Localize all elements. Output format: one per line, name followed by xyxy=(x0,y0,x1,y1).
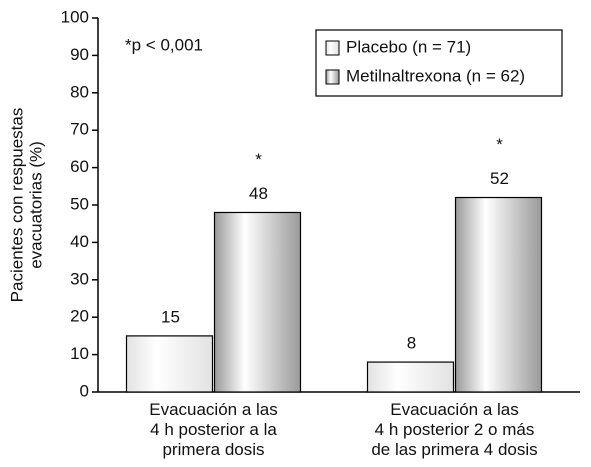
bar xyxy=(366,361,455,393)
y-tick-label: 40 xyxy=(70,232,89,251)
legend-label: Metilnaltrexona (n = 62) xyxy=(346,66,525,85)
bar xyxy=(213,211,302,393)
significance-marker: * xyxy=(255,150,262,169)
value-label: 15 xyxy=(161,307,180,326)
y-tick-label: 70 xyxy=(70,120,89,139)
y-tick-label: 90 xyxy=(70,45,89,64)
y-tick-label: 10 xyxy=(70,344,89,363)
legend-label: Placebo (n = 71) xyxy=(346,37,471,56)
value-label: 52 xyxy=(490,169,509,188)
significance-marker: * xyxy=(496,135,503,154)
value-label: 8 xyxy=(407,334,416,353)
bar xyxy=(454,196,543,393)
annotation: *p < 0,001 xyxy=(125,35,203,54)
y-tick-label: 20 xyxy=(70,307,89,326)
x-tick-label: Evacuación a las 4 h posterior 2 o más de … xyxy=(371,400,537,459)
bar xyxy=(125,335,214,393)
x-tick-label: Evacuación a las 4 h posterior a la primer… xyxy=(149,400,278,459)
y-tick-label: 0 xyxy=(80,381,89,400)
legend-box xyxy=(315,29,563,97)
y-tick-label: 100 xyxy=(61,7,89,26)
y-axis-label: Pacientes con respuestasevacuatorias (%) xyxy=(8,108,46,303)
legend-swatch xyxy=(325,40,340,56)
value-label: 48 xyxy=(249,184,268,203)
y-tick-label: 60 xyxy=(70,157,89,176)
y-tick-label: 30 xyxy=(70,269,89,288)
legend-swatch xyxy=(325,69,340,85)
y-tick-label: 80 xyxy=(70,82,89,101)
y-tick-label: 50 xyxy=(70,194,89,213)
